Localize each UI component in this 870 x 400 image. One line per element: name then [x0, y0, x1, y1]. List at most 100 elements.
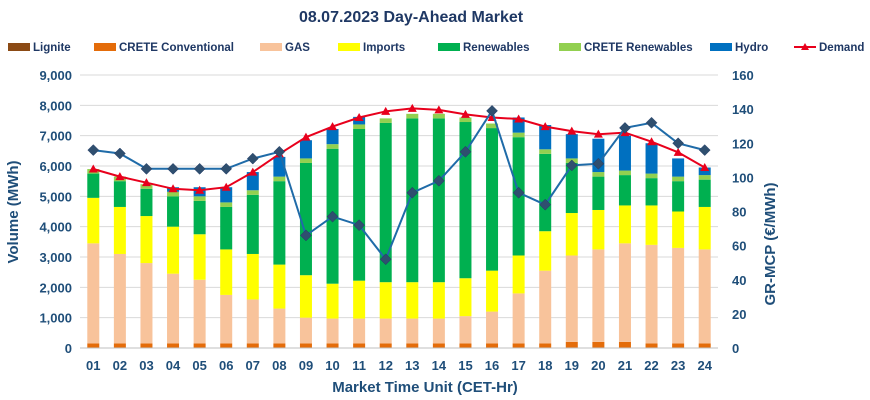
legend-item-crete-conventional: CRETE Conventional	[94, 42, 234, 54]
point-demand	[88, 164, 98, 173]
bar-gas	[246, 299, 259, 344]
y2-tick-label: 0	[732, 341, 739, 356]
bar-renewables	[432, 118, 445, 283]
bar-crete-conventional	[698, 343, 711, 348]
point-gr-mcp	[486, 104, 498, 117]
bar-crete-conventional	[512, 343, 525, 348]
point-demand	[434, 105, 444, 114]
bar-gas	[326, 318, 339, 344]
bar-imports	[193, 234, 206, 280]
bar-imports	[645, 205, 658, 245]
bar-renewables	[113, 181, 126, 207]
bar-crete-renewables	[220, 202, 233, 207]
bar-renewables	[459, 122, 472, 279]
bar-crete-renewables	[273, 176, 286, 182]
bar-imports	[432, 282, 445, 319]
bar-gas	[512, 293, 525, 344]
x-tick-label: 18	[538, 358, 552, 373]
y2-tick-label: 40	[732, 273, 746, 288]
point-gr-mcp	[114, 147, 126, 160]
bar-renewables	[299, 162, 312, 276]
chart-title: 08.07.2023 Day-Ahead Market	[299, 9, 524, 26]
legend-item-hydro: Hydro	[710, 42, 768, 54]
bar-crete-conventional	[113, 343, 126, 348]
bar-crete-conventional	[167, 343, 180, 348]
legend-swatch	[710, 43, 732, 51]
bar-renewables	[167, 196, 180, 227]
bar-gas	[140, 263, 153, 344]
legend-swatch	[338, 43, 360, 51]
bar-hydro	[299, 140, 312, 159]
bar-crete-renewables	[167, 191, 180, 197]
bar-gas	[592, 249, 605, 342]
legend-item-imports: Imports	[338, 42, 405, 54]
bar-renewables	[539, 153, 552, 232]
point-demand	[700, 163, 710, 172]
bar-gas	[87, 243, 100, 344]
bar-gas	[299, 317, 312, 344]
bar-crete-conventional	[486, 343, 499, 348]
bar-imports	[379, 282, 392, 319]
point-gr-mcp	[353, 219, 365, 232]
point-demand	[460, 109, 470, 118]
bar-renewables	[486, 128, 499, 271]
y2-tick-label: 120	[732, 136, 754, 151]
bar-crete-conventional	[220, 343, 233, 348]
legend-marker	[801, 43, 809, 50]
x-tick-label: 22	[644, 358, 658, 373]
bar-crete-conventional	[592, 341, 605, 348]
bar-gas	[645, 244, 658, 344]
bar-crete-renewables	[193, 196, 206, 201]
bar-crete-renewables	[326, 144, 339, 149]
point-gr-mcp	[167, 162, 179, 175]
bar-crete-conventional	[565, 341, 578, 348]
bar-renewables	[698, 179, 711, 207]
series-lines	[87, 103, 711, 266]
point-gr-mcp	[193, 162, 206, 175]
point-gr-mcp	[406, 186, 419, 199]
y2-tick-label: 20	[732, 307, 746, 322]
bar-crete-conventional	[618, 341, 631, 348]
x-tick-label: 21	[618, 358, 632, 373]
bar-hydro	[698, 167, 711, 176]
bar-gas	[167, 273, 180, 344]
x-tick-label: 03	[139, 358, 153, 373]
legend-swatch	[559, 43, 581, 51]
x-tick-label: 20	[591, 358, 605, 373]
legend-label: Hydro	[735, 42, 768, 54]
x-tick-label: 09	[299, 358, 313, 373]
legend-swatch	[438, 43, 460, 51]
bar-hydro	[618, 135, 631, 171]
bar-imports	[592, 209, 605, 250]
bar-crete-renewables	[618, 170, 631, 176]
bar-crete-renewables	[140, 184, 153, 189]
bar-crete-renewables	[486, 123, 499, 129]
bar-imports	[299, 275, 312, 318]
bar-imports	[618, 205, 631, 244]
y-tick-label: 7,000	[39, 129, 72, 144]
bar-crete-conventional	[246, 343, 259, 348]
bar-imports	[246, 253, 259, 300]
bar-gas	[379, 318, 392, 344]
x-tick-label: 02	[113, 358, 127, 373]
bar-crete-renewables	[379, 118, 392, 123]
bar-crete-conventional	[459, 343, 472, 348]
bar-hydro	[565, 134, 578, 159]
bar-gas	[273, 308, 286, 344]
legend-label: GAS	[285, 42, 310, 54]
bar-renewables	[193, 200, 206, 235]
x-tick-label: 23	[671, 358, 685, 373]
point-demand	[221, 182, 231, 191]
legend-item-gas: GAS	[260, 42, 310, 54]
legend-swatch	[260, 43, 282, 51]
point-demand	[673, 147, 683, 156]
bar-crete-conventional	[273, 343, 286, 348]
y-tick-label: 3,000	[39, 250, 72, 265]
bar-renewables	[353, 128, 366, 281]
point-demand	[407, 103, 417, 112]
point-demand	[540, 122, 550, 131]
bar-hydro	[246, 172, 259, 191]
legend-label: Renewables	[463, 42, 529, 54]
x-tick-label: 12	[378, 358, 392, 373]
